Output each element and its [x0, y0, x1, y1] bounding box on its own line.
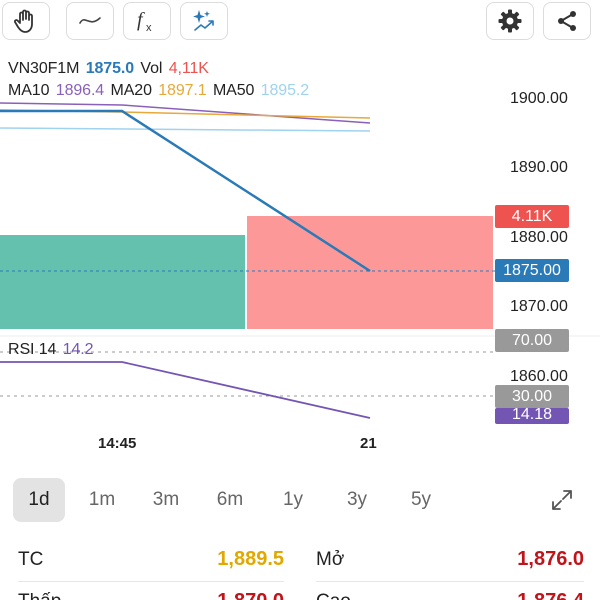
svg-text:f: f	[137, 9, 145, 31]
legend-rsi: RSI 14 14.2	[8, 341, 95, 359]
stats-divider	[18, 581, 284, 582]
hand-tool-button[interactable]	[2, 2, 50, 40]
ma20-value: 1897.1	[158, 82, 207, 99]
ma20-label: MA20	[110, 82, 152, 99]
time-axis-label: 14:45	[98, 435, 137, 452]
legend-price: VN30F1M 1875.0 Vol 4,11K	[8, 60, 211, 78]
rsi-line	[0, 361, 371, 419]
range-selector: 1d 1m 3m 6m 1y 3y 5y	[0, 478, 600, 522]
current-price-tag: 1875.00	[495, 259, 569, 282]
stat-mo-value: 1,876.0	[517, 548, 584, 570]
symbol-label: VN30F1M	[8, 60, 80, 77]
ma50-line	[0, 127, 371, 132]
volume-tag: 4.11K	[495, 205, 569, 228]
indicator-button[interactable]: f x	[123, 2, 171, 40]
range-1y-button[interactable]: 1y	[282, 489, 304, 510]
hand-icon	[14, 9, 33, 33]
price-axis-label: 1860.00	[510, 368, 568, 385]
vol-label: Vol	[140, 60, 163, 77]
rsi-lower-tag: 30.00	[495, 385, 569, 408]
stat-thap-value: 1,870.0	[150, 590, 284, 600]
vol-value: 4,11K	[168, 60, 209, 77]
gear-icon	[498, 9, 522, 33]
chart-toolbar: f x	[0, 0, 600, 44]
function-icon: f x	[137, 9, 152, 34]
svg-text:x: x	[146, 22, 152, 34]
price-axis-label: 1900.00	[510, 90, 568, 107]
stat-cao-value: 1,876.4	[440, 590, 584, 600]
rsi-current-tag: 14.18	[495, 407, 569, 424]
volume-bar-up	[0, 235, 245, 329]
price-value: 1875.0	[85, 60, 135, 77]
stat-tc-value: 1,889.5	[217, 548, 284, 570]
range-6m-button[interactable]: 6m	[216, 489, 244, 510]
stat-tc-label: TC	[18, 549, 44, 570]
rsi-value: 14.2	[62, 341, 94, 358]
range-3y-button[interactable]: 3y	[346, 489, 368, 510]
ma10-value: 1896.4	[55, 82, 105, 99]
time-axis-label: 21	[360, 435, 377, 452]
stats-divider	[316, 581, 584, 582]
share-icon	[558, 11, 576, 31]
expand-icon	[552, 490, 572, 510]
range-1d-button[interactable]: 1d	[13, 478, 65, 522]
rsi-label: RSI 14	[8, 341, 57, 358]
price-axis-label: 1890.00	[510, 159, 568, 176]
line-tool-icon	[79, 17, 101, 24]
ma50-label: MA50	[212, 82, 255, 99]
ma50-value: 1895.2	[260, 82, 310, 99]
volume-bar-down	[247, 216, 493, 329]
stat-mo-label: Mở	[316, 549, 345, 570]
price-axis-label: 1880.00	[510, 229, 568, 246]
price-axis-label: 1870.00	[510, 298, 568, 315]
price-line	[0, 109, 371, 273]
ai-insight-button[interactable]	[180, 2, 228, 40]
settings-button[interactable]	[486, 2, 534, 40]
stat-cao-label: Cao	[316, 591, 351, 600]
ma10-line	[0, 102, 371, 124]
rsi-upper-tag: 70.00	[495, 329, 569, 352]
line-tool-button[interactable]	[66, 2, 114, 40]
legend-ma: MA10 1896.4 MA20 1897.1 MA50 1895.2	[8, 82, 311, 100]
expand-button[interactable]	[540, 478, 584, 522]
ma10-label: MA10	[8, 82, 50, 99]
share-button[interactable]	[543, 2, 591, 40]
range-1m-button[interactable]: 1m	[88, 489, 116, 510]
range-3m-button[interactable]: 3m	[152, 489, 180, 510]
stat-thap-label: Thấp	[18, 591, 61, 600]
ai-sparkle-icon	[193, 10, 214, 31]
range-5y-button[interactable]: 5y	[410, 489, 432, 510]
